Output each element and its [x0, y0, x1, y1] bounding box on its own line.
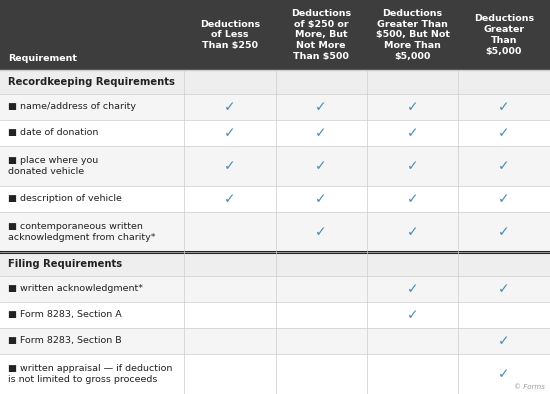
Bar [0, 302, 550, 328]
Text: ✓: ✓ [498, 192, 510, 206]
Text: Requirement: Requirement [8, 54, 77, 63]
Text: ■ place where you
donated vehicle: ■ place where you donated vehicle [8, 156, 98, 176]
Text: ■ description of vehicle: ■ description of vehicle [8, 194, 122, 203]
Bar [0, 212, 550, 252]
Text: ✓: ✓ [498, 282, 510, 296]
Text: ✓: ✓ [315, 192, 327, 206]
Text: ■ written acknowledgment*: ■ written acknowledgment* [8, 284, 143, 294]
Text: ✓: ✓ [406, 225, 419, 239]
Text: ■ Form 8283, Section A: ■ Form 8283, Section A [8, 310, 122, 320]
Text: ■ contemporaneous written
acknowledgment from charity*: ■ contemporaneous written acknowledgment… [8, 222, 156, 242]
Text: Deductions
of Less
Than $250: Deductions of Less Than $250 [200, 20, 260, 50]
Bar [0, 186, 550, 212]
Text: ✓: ✓ [315, 126, 327, 140]
Text: Filing Requirements: Filing Requirements [8, 259, 122, 269]
Text: ✓: ✓ [315, 225, 327, 239]
Text: Deductions
Greater Than
$500, But Not
More Than
$5,000: Deductions Greater Than $500, But Not Mo… [376, 9, 449, 61]
Text: ✓: ✓ [224, 100, 236, 114]
Text: ✓: ✓ [498, 100, 510, 114]
Bar [0, 70, 550, 94]
Text: ✓: ✓ [406, 126, 419, 140]
Text: ✓: ✓ [406, 282, 419, 296]
Text: ■ written appraisal — if deduction
is not limited to gross proceeds: ■ written appraisal — if deduction is no… [8, 364, 172, 384]
Bar [0, 276, 550, 302]
Text: ✓: ✓ [406, 192, 419, 206]
Text: ■ name/address of charity: ■ name/address of charity [8, 102, 136, 112]
Text: Deductions
Greater
Than
$5,000: Deductions Greater Than $5,000 [474, 14, 534, 56]
Text: ✓: ✓ [498, 225, 510, 239]
Bar [0, 146, 550, 186]
Bar [0, 0, 550, 70]
Bar [0, 120, 550, 146]
Text: ✓: ✓ [498, 367, 510, 381]
Text: Recordkeeping Requirements: Recordkeeping Requirements [8, 77, 175, 87]
Text: ■ Form 8283, Section B: ■ Form 8283, Section B [8, 336, 122, 346]
Bar [0, 354, 550, 394]
Text: ✓: ✓ [315, 159, 327, 173]
Text: ✓: ✓ [406, 100, 419, 114]
Bar [0, 252, 550, 276]
Text: Deductions
of $250 or
More, But
Not More
Than $500: Deductions of $250 or More, But Not More… [291, 9, 351, 61]
Text: ✓: ✓ [498, 126, 510, 140]
Text: ✓: ✓ [315, 100, 327, 114]
Text: ✓: ✓ [498, 159, 510, 173]
Text: © Forms: © Forms [514, 384, 545, 390]
Bar [0, 328, 550, 354]
Text: ✓: ✓ [406, 159, 419, 173]
Text: ■ date of donation: ■ date of donation [8, 128, 98, 138]
Text: ✓: ✓ [498, 334, 510, 348]
Text: ✓: ✓ [224, 159, 236, 173]
Bar [0, 94, 550, 120]
Text: ✓: ✓ [224, 126, 236, 140]
Text: ✓: ✓ [406, 308, 419, 322]
Text: ✓: ✓ [224, 192, 236, 206]
